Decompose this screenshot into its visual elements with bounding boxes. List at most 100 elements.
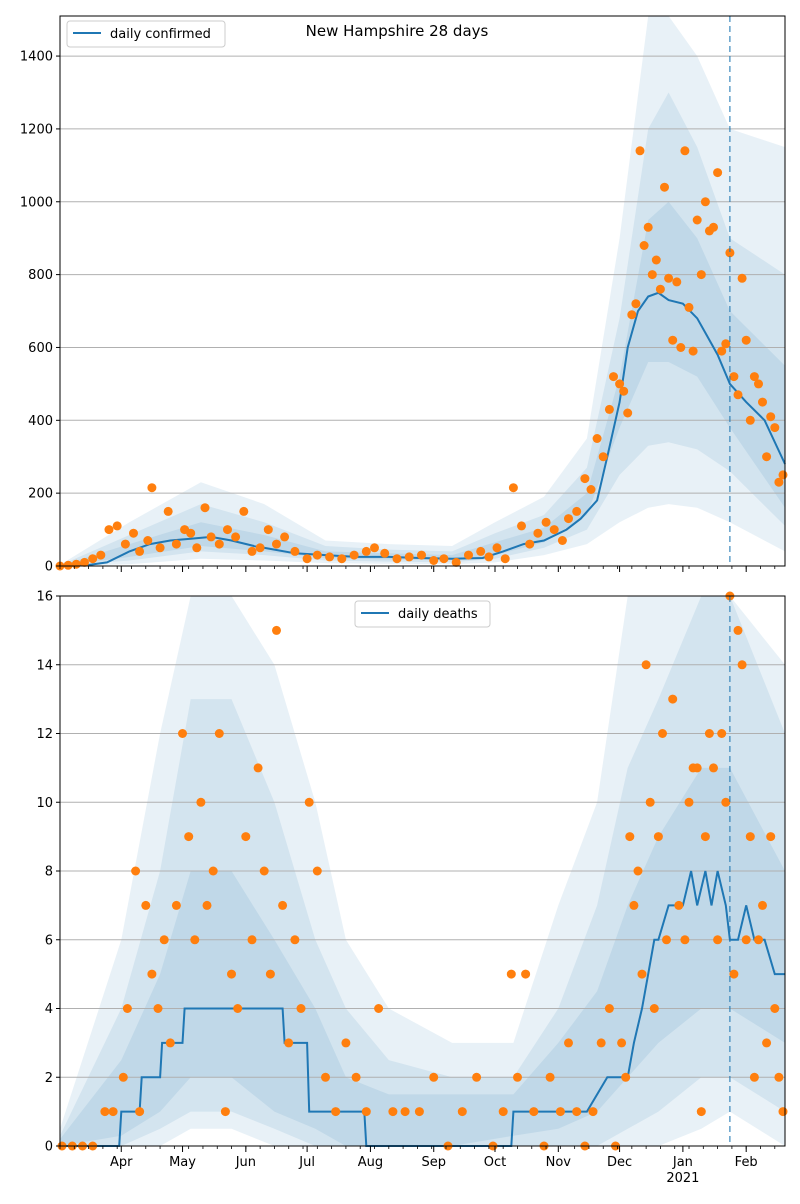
confirmed-data-point (525, 539, 535, 549)
deaths-data-point (147, 969, 157, 979)
confirmed-data-point (325, 552, 335, 562)
confirmed-data-point (155, 543, 165, 553)
deaths-data-point (414, 1107, 424, 1117)
deaths-data-point (633, 866, 643, 876)
deaths-data-point (545, 1072, 555, 1082)
confirmed-data-point (380, 548, 390, 558)
confirmed-data-point (676, 343, 686, 352)
deaths-data-point (604, 1004, 614, 1013)
deaths-data-point (122, 1004, 132, 1013)
confirmed-legend-label: daily confirmed (110, 27, 211, 42)
confirmed-y-tick-label-0: 0 (45, 560, 53, 575)
confirmed-data-point (404, 552, 414, 562)
confirmed-data-point (754, 379, 763, 389)
confirmed-data-point (484, 552, 494, 562)
confirmed-data-point (549, 525, 559, 535)
deaths-data-point (351, 1072, 361, 1082)
confirmed-data-point (104, 525, 114, 535)
confirmed-data-point (770, 423, 780, 433)
deaths-data-point (108, 1107, 118, 1117)
deaths-data-point (272, 625, 281, 635)
deaths-data-point (629, 900, 639, 910)
confirmed-data-point (758, 397, 767, 407)
deaths-data-point (709, 763, 718, 773)
confirmed-data-point (464, 550, 473, 560)
deaths-data-point (374, 1004, 384, 1013)
deaths-data-point (658, 729, 667, 738)
deaths-data-point (692, 763, 702, 773)
confirmed-y-tick-label-400: 400 (28, 414, 53, 429)
deaths-x-tick-label-Sep: Sep (421, 1155, 446, 1170)
deaths-data-point (564, 1038, 573, 1048)
deaths-data-point (178, 729, 187, 738)
deaths-data-point (284, 1038, 294, 1048)
confirmed-data-point (709, 222, 718, 232)
confirmed-data-point (476, 546, 486, 556)
confirmed-data-point (63, 560, 73, 570)
confirmed-data-point (71, 559, 81, 569)
confirmed-y-tick-label-200: 200 (28, 487, 53, 502)
deaths-data-point (713, 935, 723, 945)
confirmed-data-point (592, 434, 602, 443)
deaths-x-tick-label-Dec: Dec (607, 1155, 632, 1170)
deaths-data-point (296, 1004, 306, 1013)
deaths-data-point (745, 832, 755, 842)
deaths-data-point (529, 1107, 539, 1117)
deaths-data-point (312, 866, 322, 876)
deaths-data-point (457, 1107, 467, 1117)
chart-title: New Hampshire 28 days (306, 22, 489, 40)
confirmed-data-point (429, 556, 439, 565)
confirmed-data-point (361, 546, 371, 556)
deaths-data-point (521, 969, 531, 979)
deaths-data-point (749, 1072, 759, 1082)
confirmed-data-point (668, 335, 678, 345)
deaths-data-point (241, 832, 251, 842)
deaths-data-point (729, 969, 739, 979)
confirmed-data-point (778, 470, 788, 480)
confirmed-data-point (604, 404, 614, 414)
deaths-data-point (100, 1107, 110, 1117)
confirmed-data-point (192, 543, 202, 553)
deaths-data-point (233, 1004, 243, 1013)
deaths-data-point (247, 935, 257, 945)
confirmed-data-point (627, 310, 637, 320)
deaths-data-point (717, 729, 727, 738)
confirmed-data-point (680, 146, 690, 156)
confirmed-panel: 0 200 400 600 800 1000 1200 1400 daily confirme… (20, 15, 788, 575)
deaths-data-point (668, 694, 678, 704)
confirmed-axes-frame (59, 15, 786, 567)
deaths-x-tick-label-May: May (169, 1155, 196, 1170)
confirmed-data-point (80, 557, 89, 567)
confirmed-data-point (564, 514, 573, 524)
confirmed-data-point (572, 506, 582, 516)
deaths-x-tick-label-Jan: Jan (672, 1155, 693, 1170)
confirmed-data-point (749, 372, 759, 382)
deaths-data-point (498, 1107, 508, 1117)
deaths-data-point (159, 935, 169, 945)
confirmed-data-point (557, 536, 567, 545)
deaths-data-point (321, 1072, 330, 1082)
deaths-x-tick-label-Aug: Aug (358, 1155, 383, 1170)
deaths-panel: 0 2 4 6 8 10 12 14 16 Apr May Jun Jul Aug Sep Oct Nov De… (36, 590, 788, 1186)
confirmed-data-point (688, 346, 698, 356)
confirmed-data-point (733, 390, 743, 400)
deaths-y-tick-label-4: 4 (45, 1002, 53, 1017)
deaths-y-tick-label-8: 8 (45, 865, 53, 880)
confirmed-data-point (96, 550, 106, 560)
deaths-data-point (778, 1107, 788, 1117)
confirmed-data-point (762, 452, 772, 462)
deaths-data-point (513, 1072, 522, 1082)
confirmed-data-point (631, 299, 641, 309)
confirmed-data-point (660, 182, 669, 192)
confirmed-data-point (88, 554, 98, 564)
deaths-data-point (135, 1107, 145, 1117)
deaths-points (57, 591, 788, 1151)
confirmed-data-point (651, 255, 661, 265)
deaths-data-point (278, 900, 288, 910)
deaths-data-point (674, 900, 684, 910)
deaths-data-point (472, 1072, 482, 1082)
confirmed-data-point (312, 550, 322, 560)
deaths-data-point (184, 832, 194, 842)
deaths-data-point (766, 832, 776, 842)
